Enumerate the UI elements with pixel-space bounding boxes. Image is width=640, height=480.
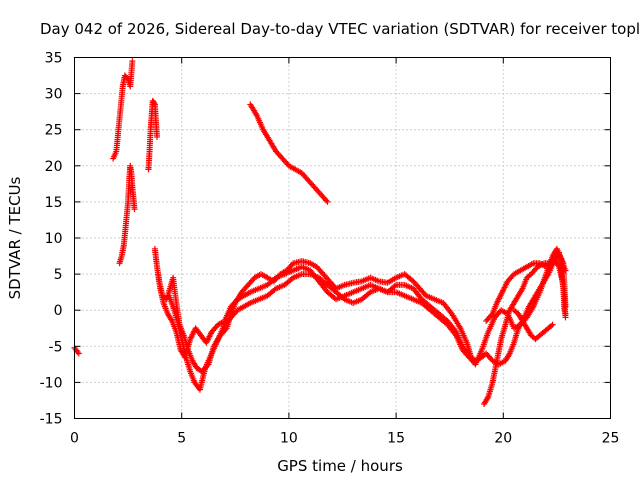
data-point bbox=[154, 133, 161, 140]
x-tick-label: 5 bbox=[177, 431, 186, 447]
x-tick-label: 25 bbox=[602, 431, 620, 447]
y-tick-label: 20 bbox=[45, 159, 63, 175]
y-tick-label: 10 bbox=[45, 231, 63, 247]
data-point bbox=[562, 314, 569, 321]
x-axis-label: GPS time / hours bbox=[277, 457, 403, 475]
x-tick-label: 0 bbox=[70, 431, 79, 447]
data-point bbox=[151, 100, 158, 107]
y-tick-label: 30 bbox=[45, 87, 63, 103]
x-tick-label: 15 bbox=[387, 431, 405, 447]
data-point bbox=[562, 303, 569, 310]
data-point bbox=[324, 198, 331, 205]
data-point bbox=[75, 350, 82, 357]
data-point bbox=[549, 321, 556, 328]
y-tick-label: 0 bbox=[54, 303, 63, 319]
y-tick-label: 15 bbox=[45, 195, 63, 211]
y-tick-label: 5 bbox=[54, 267, 63, 283]
y-tick-label: 25 bbox=[45, 123, 63, 139]
y-tick-label: 35 bbox=[45, 51, 63, 67]
chart-title: Day 042 of 2026, Sidereal Day-to-day VTE… bbox=[40, 20, 640, 38]
axis-ticks bbox=[74, 57, 611, 419]
x-tick-label: 20 bbox=[494, 431, 512, 447]
y-tick-label: -10 bbox=[40, 375, 63, 391]
data-points bbox=[71, 58, 569, 408]
data-point bbox=[129, 58, 136, 65]
y-tick-label: -5 bbox=[49, 339, 63, 355]
x-tick-label: 10 bbox=[280, 431, 298, 447]
data-point bbox=[465, 354, 472, 361]
data-point bbox=[124, 74, 131, 81]
y-axis-label: SDTVAR / TECUs bbox=[6, 176, 24, 299]
y-tick-label: -15 bbox=[40, 412, 63, 428]
grid-lines bbox=[74, 57, 611, 419]
data-point bbox=[131, 206, 138, 213]
x-axis-tick-labels: 0 5 10 15 20 25 bbox=[70, 431, 619, 447]
y-axis-tick-labels: -15 -10 -5 0 5 10 15 20 25 30 35 bbox=[40, 51, 63, 428]
